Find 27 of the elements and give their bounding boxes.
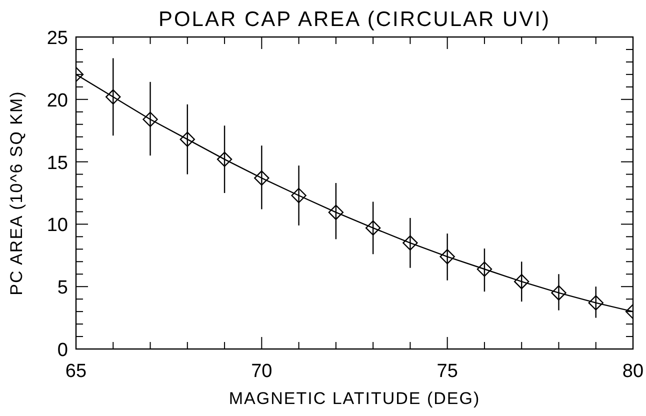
point [291, 188, 306, 204]
y-tick-label: 20 [46, 90, 68, 112]
point [106, 89, 121, 105]
y-tick-label: 0 [57, 340, 68, 361]
y-axis-title: PC AREA (10^6 SQ KM) [7, 90, 26, 296]
x-tick-label: 70 [251, 361, 272, 382]
point [514, 274, 530, 290]
point [551, 285, 566, 300]
point [328, 204, 344, 220]
x-tick-label: 65 [65, 361, 87, 382]
point [365, 220, 381, 236]
x-tick-label: 80 [622, 361, 644, 382]
point [142, 112, 158, 127]
point [588, 295, 604, 310]
point [216, 152, 232, 167]
point [402, 235, 418, 251]
y-tick-label: 15 [46, 152, 68, 174]
y-tick-label: 25 [46, 28, 68, 49]
point [476, 262, 492, 277]
y-tick-label: 10 [46, 215, 68, 236]
y-tick-label: 5 [57, 278, 68, 299]
point [440, 249, 455, 264]
x-axis-title: MAGNETIC LATITUDE (DEG) [228, 389, 480, 408]
chart-title: POLAR CAP AREA (CIRCULAR UVI) [158, 8, 551, 31]
point [180, 132, 195, 147]
x-tick-label: 75 [436, 361, 458, 382]
point [254, 170, 270, 186]
